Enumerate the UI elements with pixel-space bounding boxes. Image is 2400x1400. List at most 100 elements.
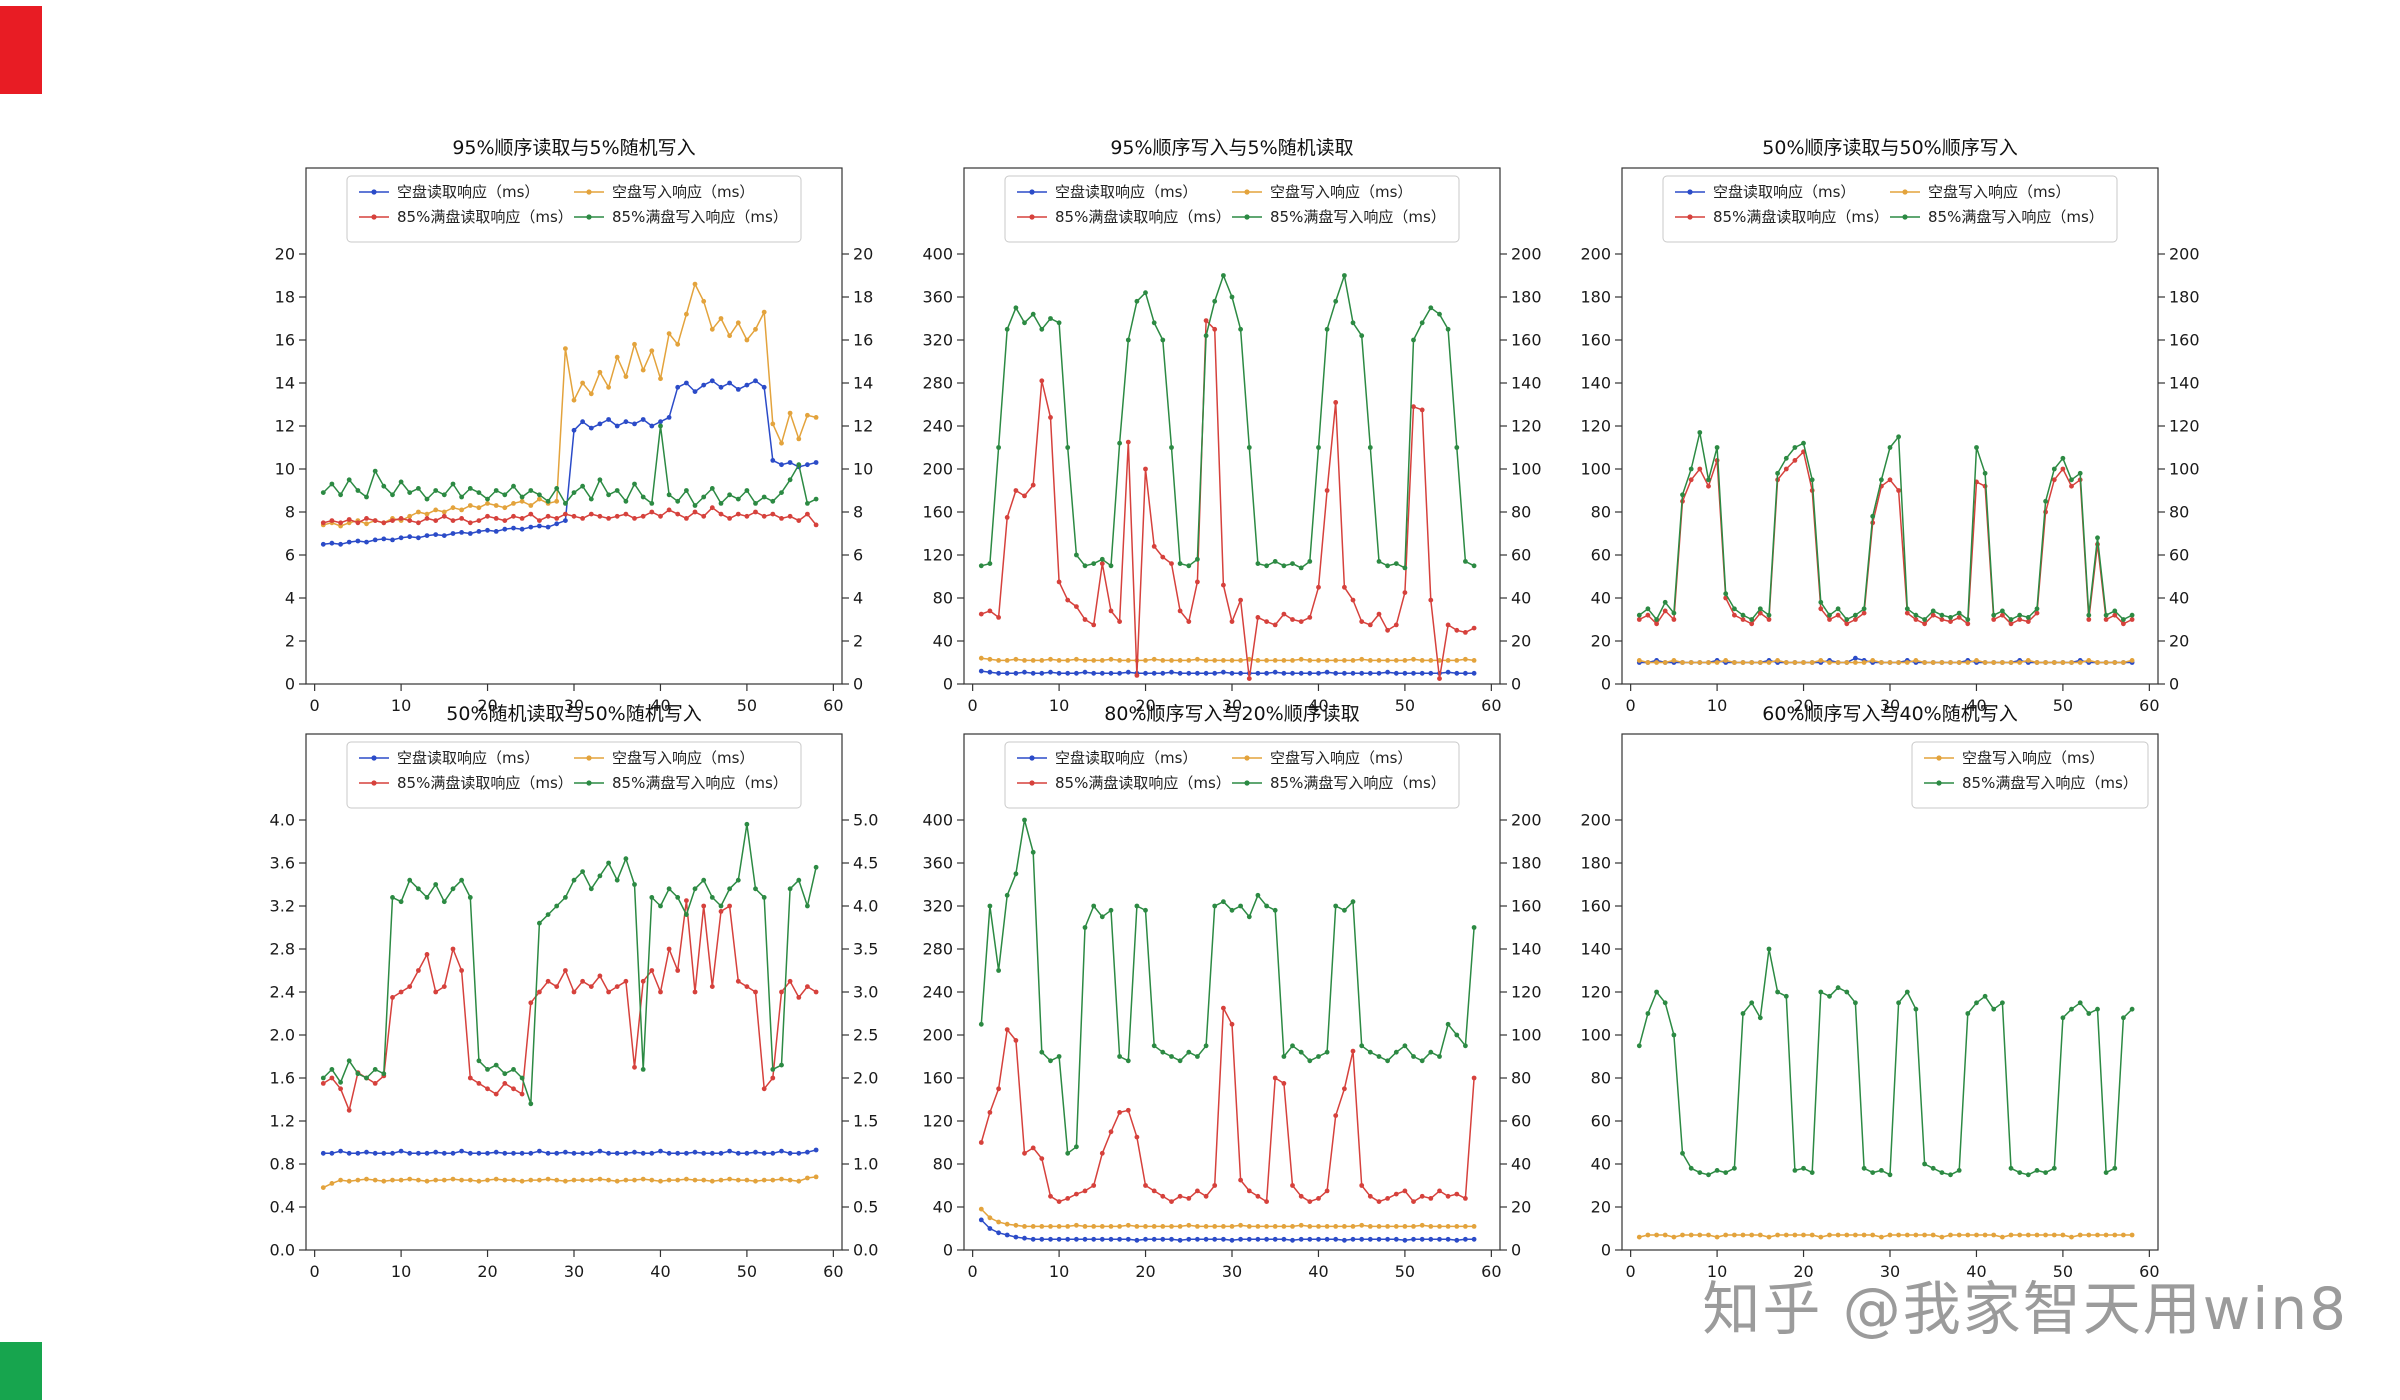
empty-disk-read-marker — [1195, 670, 1200, 676]
chart-title: 95%顺序写入与5%随机读取 — [1110, 137, 1353, 159]
empty-disk-write-marker — [1039, 658, 1045, 663]
empty-disk-write-marker — [1350, 658, 1356, 663]
full-disk-write-marker — [1835, 606, 1841, 612]
x-tick-label: 20 — [1793, 696, 1813, 715]
empty-disk-write-marker — [1956, 1232, 1962, 1238]
empty-disk-read-series — [320, 378, 819, 547]
y-tick-label: 80 — [1591, 503, 1611, 522]
empty-disk-write-marker — [1766, 660, 1772, 665]
full-disk-write-marker — [372, 1067, 378, 1072]
empty-disk-read-marker — [744, 382, 750, 388]
full-disk-read-marker — [1255, 1193, 1261, 1199]
empty-disk-read-marker — [1195, 1236, 1200, 1242]
full-disk-write-marker — [338, 1079, 343, 1085]
y-tick-label: 100 — [1580, 460, 1611, 479]
full-disk-write-marker — [588, 886, 594, 892]
empty-disk-write-marker — [467, 503, 473, 508]
empty-disk-write-marker — [1065, 1224, 1071, 1229]
empty-disk-write-line — [981, 657, 1475, 662]
full-disk-write-marker — [1861, 1165, 1867, 1171]
empty-disk-read-marker — [1004, 1232, 1010, 1238]
full-disk-read-marker — [346, 1107, 352, 1113]
full-disk-write-marker — [666, 492, 672, 498]
empty-disk-read-marker — [528, 524, 534, 530]
full-disk-read-marker — [1082, 617, 1088, 622]
full-disk-write-marker — [346, 477, 352, 483]
full-disk-write-marker — [355, 488, 361, 493]
full-disk-write-marker — [502, 1071, 508, 1077]
full-disk-write-marker — [511, 483, 516, 489]
full-disk-write-marker — [441, 492, 447, 498]
full-disk-write-marker — [1324, 1049, 1330, 1055]
full-disk-write-marker — [606, 492, 611, 498]
full-disk-write-marker — [571, 877, 577, 883]
y-tick-label: 6 — [853, 546, 863, 565]
empty-disk-write-marker — [1757, 660, 1763, 665]
empty-disk-read-marker — [709, 378, 715, 384]
empty-disk-write-marker — [1783, 660, 1789, 665]
full-disk-read-marker — [563, 511, 568, 517]
full-disk-read-marker — [640, 513, 646, 519]
empty-disk-write-marker — [1177, 1224, 1183, 1229]
y-tick-label: 180 — [1580, 854, 1611, 873]
full-disk-read-marker — [2103, 617, 2109, 622]
full-disk-read-marker — [649, 968, 655, 973]
empty-disk-write-marker — [987, 1215, 993, 1221]
empty-disk-write-marker — [2121, 660, 2126, 665]
empty-disk-read-marker — [1853, 655, 1858, 661]
full-disk-read-marker — [1264, 1199, 1269, 1204]
empty-disk-write-marker — [1022, 1224, 1027, 1229]
x-tick-label: 30 — [1222, 696, 1242, 715]
empty-disk-read-marker — [1419, 1236, 1425, 1242]
empty-disk-write-marker — [796, 1178, 802, 1184]
empty-disk-read-marker — [588, 1150, 594, 1156]
legend-marker-sample — [1687, 189, 1693, 195]
full-disk-read-marker — [502, 1081, 508, 1086]
full-disk-write-marker — [1688, 1165, 1694, 1171]
empty-disk-write-marker — [1108, 656, 1114, 662]
full-disk-read-marker — [1913, 617, 1919, 622]
full-disk-write-marker — [1272, 559, 1278, 564]
empty-disk-write-marker — [1818, 1234, 1824, 1240]
full-disk-read-marker — [1160, 1193, 1166, 1199]
full-disk-write-marker — [987, 561, 993, 566]
legend-marker-sample — [1244, 755, 1250, 761]
empty-disk-write-marker — [735, 320, 741, 326]
full-disk-write-marker — [493, 488, 499, 493]
full-disk-write-marker — [666, 886, 672, 892]
empty-disk-write-marker — [1714, 660, 1720, 665]
empty-disk-write-marker — [779, 1176, 784, 1182]
full-disk-write-marker — [1091, 561, 1097, 566]
full-disk-write-marker — [805, 501, 810, 506]
full-disk-read-marker — [1732, 612, 1737, 618]
full-disk-write-marker — [1333, 298, 1339, 304]
full-disk-read-marker — [1697, 466, 1703, 472]
empty-disk-read-marker — [450, 531, 456, 536]
full-disk-read-marker — [320, 1081, 326, 1086]
y-tick-label: 200 — [1580, 811, 1611, 830]
full-disk-write-marker — [1636, 612, 1642, 618]
full-disk-write-marker — [1359, 333, 1365, 339]
full-disk-write-marker — [1385, 563, 1390, 569]
full-disk-write-marker — [709, 895, 715, 900]
empty-disk-read-marker — [606, 1150, 611, 1156]
full-disk-read-marker — [1177, 1193, 1183, 1199]
full-disk-read-marker — [416, 968, 421, 973]
empty-disk-write-marker — [1697, 660, 1703, 665]
empty-disk-write-marker — [355, 1177, 361, 1183]
full-disk-write-marker — [1160, 1049, 1166, 1055]
empty-disk-read-marker — [1428, 670, 1434, 676]
empty-disk-write-marker — [2017, 1232, 2023, 1238]
full-disk-read-marker — [2069, 483, 2074, 489]
empty-disk-write-marker — [398, 1177, 404, 1183]
full-disk-read-marker — [407, 518, 413, 523]
empty-disk-write-marker — [1125, 1222, 1131, 1228]
full-disk-write-marker — [744, 488, 750, 493]
full-disk-write-marker — [545, 498, 551, 504]
x-tick-label: 30 — [1222, 1262, 1242, 1281]
empty-disk-read-marker — [537, 1148, 542, 1154]
empty-disk-write-marker — [1463, 656, 1468, 662]
empty-disk-write-marker — [1809, 1232, 1815, 1238]
empty-disk-read-marker — [1445, 1236, 1451, 1242]
full-disk-write-marker — [2077, 470, 2083, 476]
